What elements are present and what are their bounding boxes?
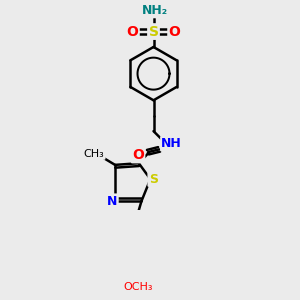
- Text: CH₃: CH₃: [84, 149, 104, 159]
- Text: O: O: [127, 25, 138, 39]
- Text: N: N: [107, 195, 118, 208]
- Text: S: S: [149, 172, 158, 186]
- Text: O: O: [132, 148, 144, 162]
- Text: OCH₃: OCH₃: [123, 282, 153, 292]
- Text: NH: NH: [161, 137, 182, 150]
- Text: NH₂: NH₂: [142, 4, 168, 17]
- Text: O: O: [169, 25, 181, 39]
- Text: S: S: [148, 25, 158, 39]
